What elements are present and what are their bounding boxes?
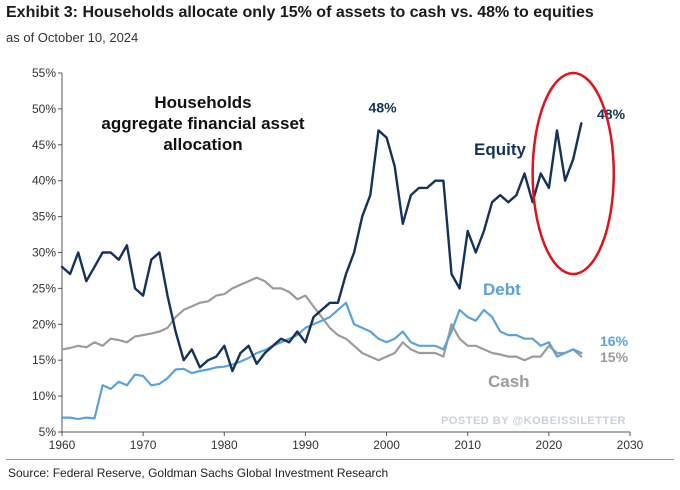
chart-subtitle: as of October 10, 2024 xyxy=(6,30,139,45)
chart-title: Exhibit 3: Households allocate only 15% … xyxy=(6,4,594,21)
debt-series-line xyxy=(60,301,583,421)
y-tick-label: 35% xyxy=(32,210,56,224)
equity-series-line xyxy=(60,122,583,373)
debt-series-label: Debt xyxy=(483,280,521,299)
x-tick-label: 1960 xyxy=(49,438,76,452)
y-tick-label: 5% xyxy=(39,425,57,439)
y-tick-label: 15% xyxy=(32,353,56,367)
x-tick-label: 1990 xyxy=(292,438,319,452)
x-tick-label: 2010 xyxy=(454,438,481,452)
cash-series-label: Cash xyxy=(488,372,530,391)
headline-line-1: Households xyxy=(154,93,251,112)
y-tick-label: 55% xyxy=(32,66,56,80)
cash-series-line xyxy=(60,276,583,362)
watermark-text: POSTED BY @KOBEISSILETTER xyxy=(441,415,626,427)
y-tick-label: 25% xyxy=(32,281,56,295)
cash-end-label: 15% xyxy=(600,349,629,365)
equity-peak-2000-label: 48% xyxy=(369,99,398,115)
chart-axes: 5% 10% 15% 20% 25% 30% 35% 40% 45% 50% 55% 1960 1970… xyxy=(32,66,644,452)
line-chart: 5% 10% 15% 20% 25% 30% 35% 40% 45% 50% 55% 1960 1970… xyxy=(32,66,644,452)
y-tick-label: 40% xyxy=(32,174,56,188)
x-tick-label: 1970 xyxy=(130,438,157,452)
y-tick-label: 30% xyxy=(32,246,56,260)
y-tick-label: 20% xyxy=(32,317,56,331)
x-tick-label: 2020 xyxy=(536,438,563,452)
chart-series-layer xyxy=(60,122,583,421)
source-note: Source: Federal Reserve, Goldman Sachs G… xyxy=(8,466,389,480)
x-tick-label: 2000 xyxy=(373,438,400,452)
y-tick-label: 50% xyxy=(32,102,56,116)
highlight-ellipse xyxy=(531,71,616,276)
source-divider xyxy=(6,459,674,460)
equity-series-label: Equity xyxy=(474,140,526,159)
y-tick-label: 10% xyxy=(32,389,56,403)
headline-line-3: allocation xyxy=(163,135,242,154)
x-tick-label: 2030 xyxy=(617,438,644,452)
equity-end-label: 48% xyxy=(597,106,626,122)
debt-end-label: 16% xyxy=(600,333,629,349)
x-tick-label: 1980 xyxy=(211,438,238,452)
headline-line-2: aggregate financial asset xyxy=(101,114,304,133)
y-tick-label: 45% xyxy=(32,138,56,152)
chart-annotations: Households aggregate financial asset alloc… xyxy=(101,71,629,427)
